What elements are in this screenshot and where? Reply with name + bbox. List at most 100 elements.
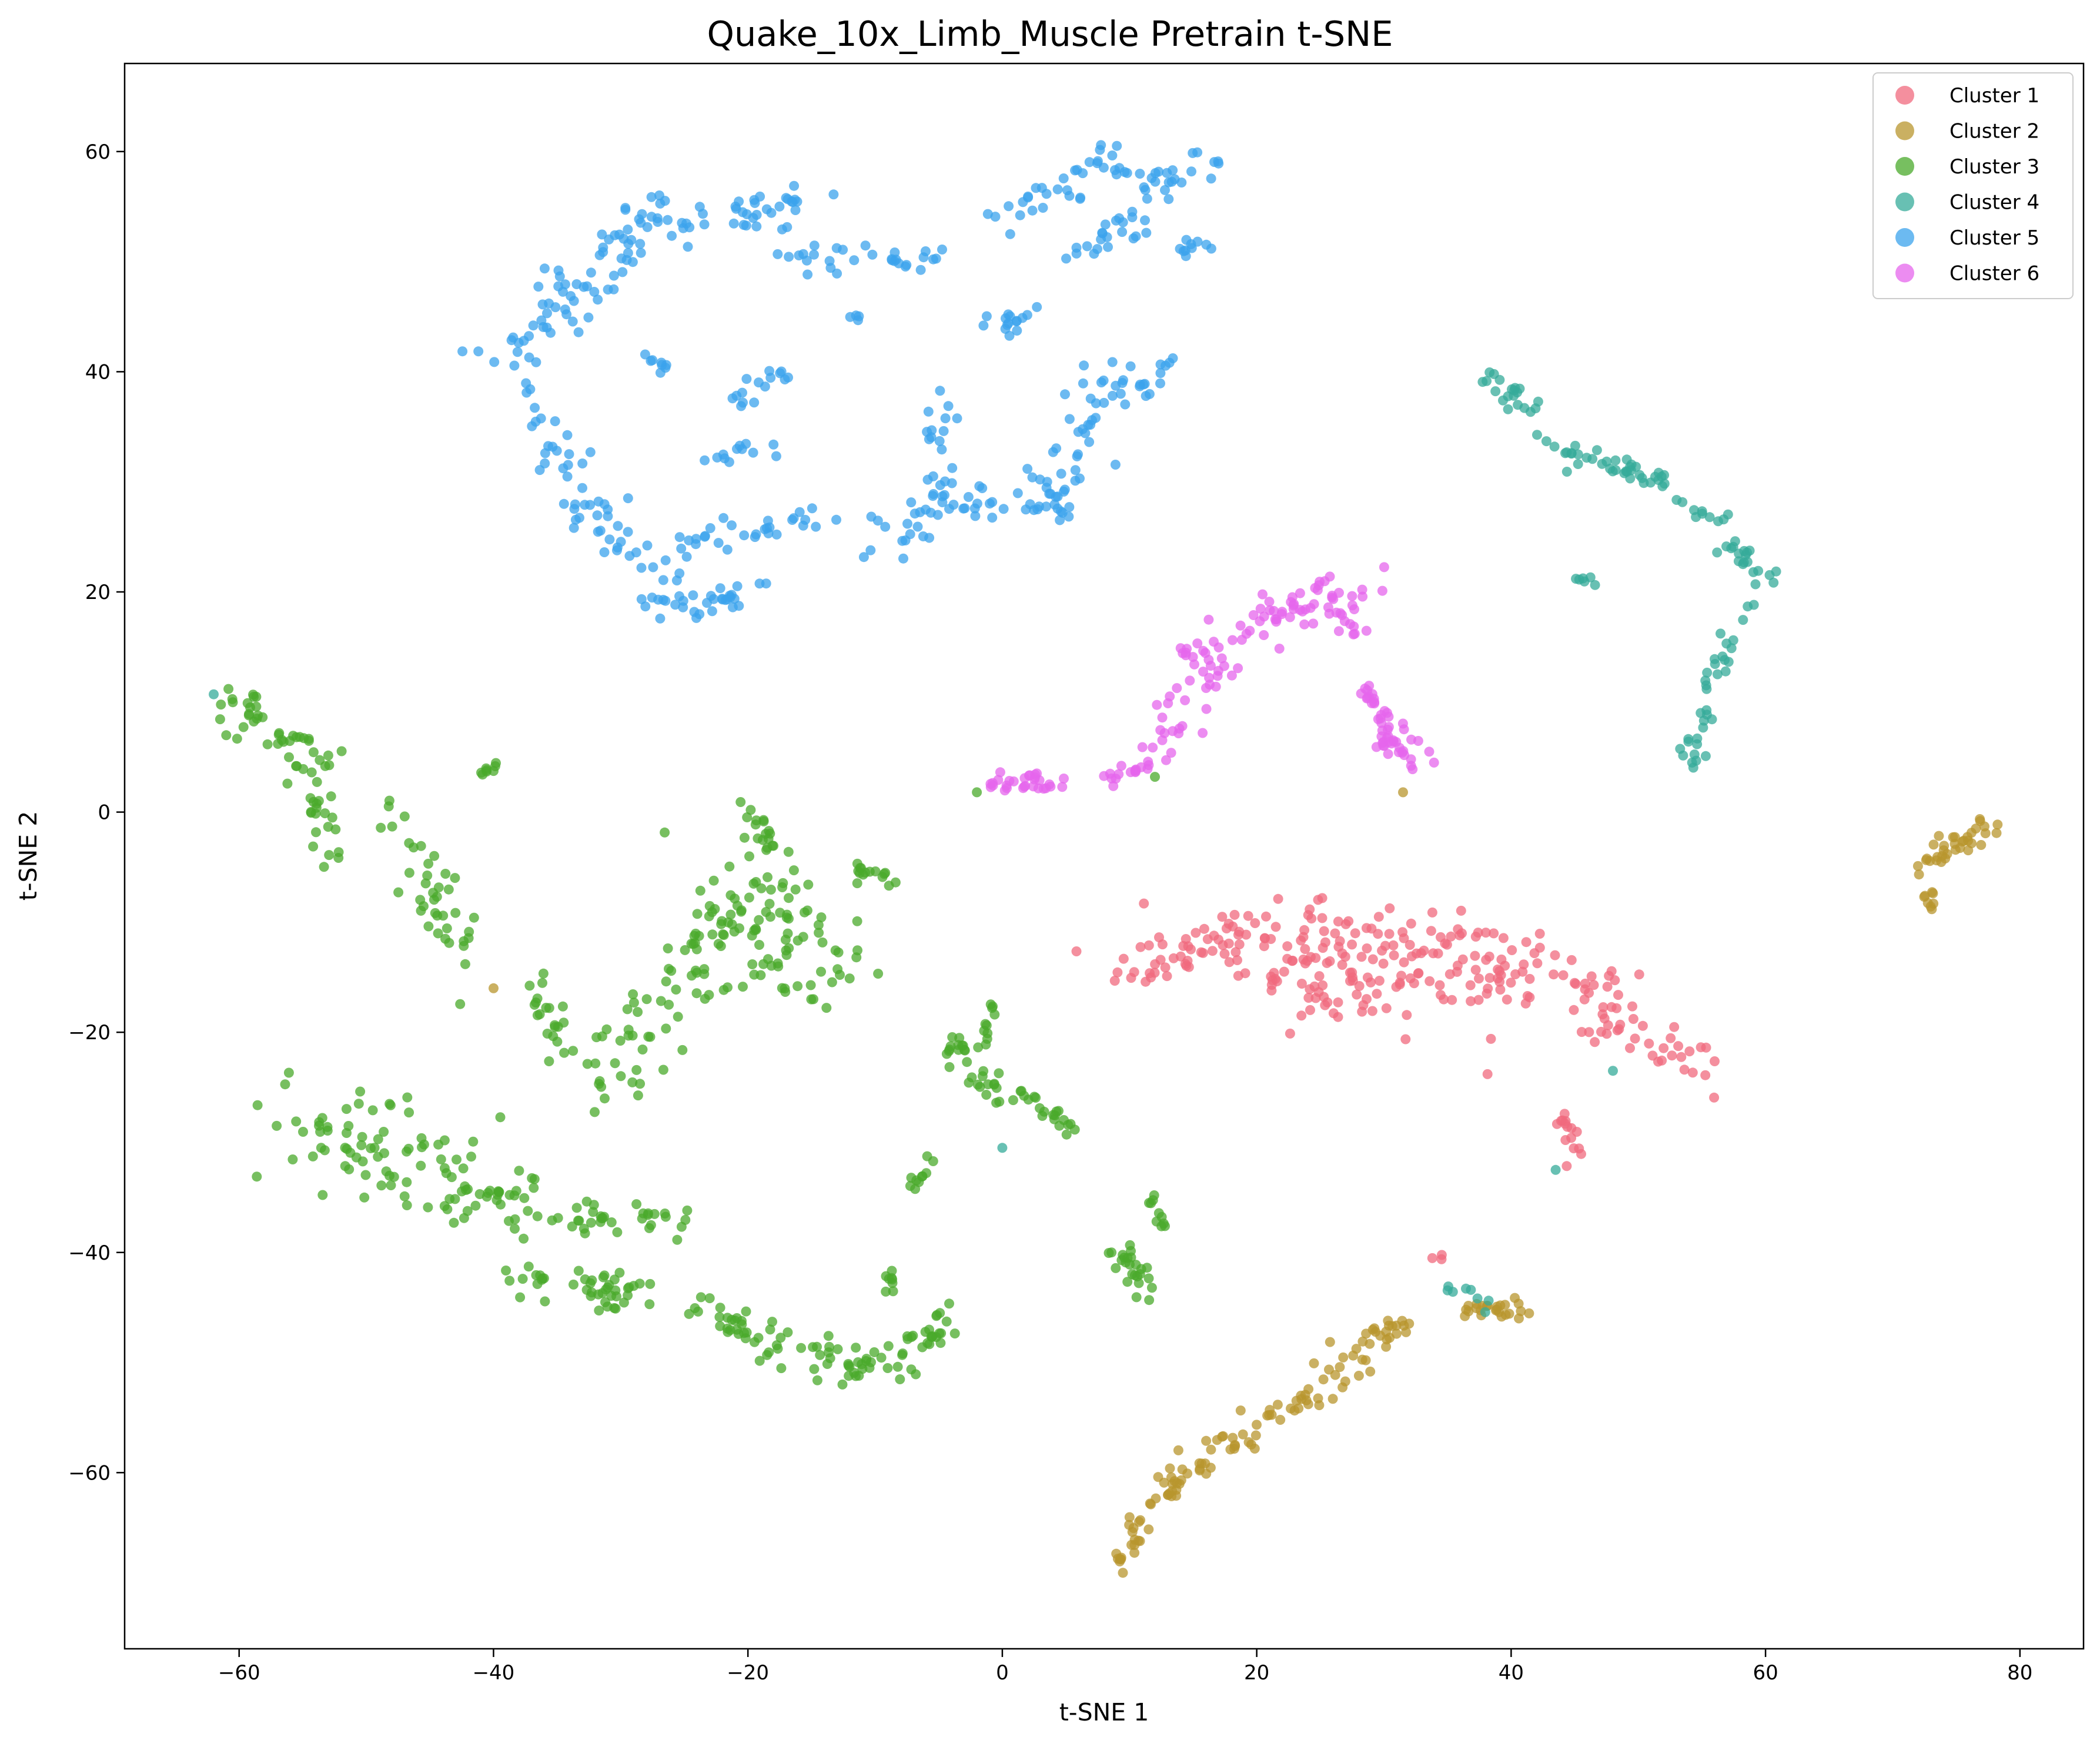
data-point — [705, 591, 716, 601]
data-point — [612, 542, 623, 553]
data-point — [1646, 477, 1656, 488]
data-point — [631, 1199, 642, 1210]
data-point — [1223, 919, 1234, 929]
data-point — [1470, 965, 1481, 975]
data-point — [399, 1191, 410, 1201]
data-point — [765, 373, 776, 383]
data-point — [1700, 751, 1711, 761]
data-point — [1099, 771, 1109, 781]
data-point — [610, 1058, 620, 1069]
data-point — [1143, 756, 1153, 767]
data-point — [1116, 761, 1126, 771]
data-point — [1025, 499, 1035, 510]
data-point — [1398, 787, 1408, 798]
data-point — [1584, 988, 1594, 998]
data-point — [658, 1065, 668, 1075]
data-point — [1131, 1292, 1142, 1303]
data-point — [1118, 217, 1128, 227]
data-point — [476, 768, 486, 778]
data-point — [805, 980, 816, 990]
data-point — [1381, 1341, 1392, 1352]
data-point — [698, 209, 708, 219]
data-point — [741, 374, 752, 384]
data-point — [995, 767, 1005, 778]
data-point — [722, 1313, 733, 1323]
data-point — [695, 885, 705, 896]
data-point — [1442, 1285, 1453, 1296]
data-point — [559, 498, 569, 509]
data-point — [1550, 1164, 1561, 1175]
data-point — [763, 872, 773, 882]
data-point — [692, 909, 703, 919]
data-point — [817, 937, 828, 948]
data-point — [1742, 557, 1753, 567]
data-point — [1129, 1540, 1140, 1550]
data-point — [1198, 667, 1208, 677]
data-point — [1318, 1374, 1329, 1385]
data-point — [774, 201, 785, 212]
data-point — [1129, 967, 1139, 978]
legend-marker-cluster-2 — [1895, 121, 1914, 140]
data-point — [298, 1127, 308, 1137]
x-tick-label: 20 — [1244, 1661, 1269, 1685]
data-point — [713, 939, 724, 949]
data-point — [495, 1112, 506, 1123]
data-point — [517, 1274, 528, 1284]
data-point — [527, 421, 537, 431]
data-point — [725, 1325, 735, 1335]
data-point — [1314, 971, 1325, 982]
data-point — [708, 875, 719, 886]
data-point — [1075, 193, 1085, 204]
data-point — [1483, 1296, 1494, 1306]
data-point — [773, 249, 783, 259]
data-point — [1259, 941, 1269, 952]
data-point — [877, 872, 888, 882]
data-point — [262, 739, 273, 749]
data-point — [788, 197, 798, 207]
data-point — [1103, 1248, 1114, 1258]
data-point — [422, 871, 433, 881]
data-point — [1038, 203, 1048, 213]
legend-label-cluster-4: Cluster 4 — [1949, 191, 2039, 215]
data-point — [1524, 1308, 1534, 1318]
data-point — [1071, 946, 1082, 956]
data-point — [1188, 148, 1198, 158]
data-point — [987, 513, 998, 523]
data-point — [1057, 782, 1068, 792]
data-point — [691, 968, 702, 978]
series-cluster-3 — [215, 684, 1170, 1390]
data-point — [1333, 916, 1343, 927]
data-point — [1460, 1311, 1470, 1321]
data-point — [1004, 201, 1014, 212]
data-point — [1286, 597, 1296, 607]
data-point — [317, 1190, 328, 1200]
data-point — [585, 447, 596, 457]
legend: Cluster 1 Cluster 2 Cluster 3 Cluster 4 Clus… — [1872, 72, 2074, 299]
data-point — [539, 263, 550, 274]
data-point — [519, 1233, 529, 1244]
data-point — [671, 575, 682, 585]
data-point — [763, 515, 773, 526]
data-point — [713, 538, 724, 548]
data-point — [935, 480, 945, 490]
data-point — [1573, 459, 1583, 469]
data-point — [905, 1181, 915, 1191]
data-point — [1146, 173, 1157, 183]
data-point — [1362, 685, 1373, 695]
data-point — [1921, 855, 1931, 865]
data-point — [423, 858, 434, 869]
data-point — [402, 1092, 413, 1103]
data-point — [622, 1004, 633, 1015]
data-point — [1350, 928, 1360, 939]
data-point — [1078, 168, 1088, 179]
data-point — [688, 590, 698, 601]
data-point — [460, 1181, 470, 1191]
data-point — [1035, 1103, 1045, 1113]
data-point — [1666, 1033, 1676, 1043]
data-point — [1491, 1305, 1501, 1315]
data-point — [681, 551, 692, 562]
data-point — [1358, 1000, 1369, 1010]
data-point — [540, 458, 550, 468]
data-point — [1012, 488, 1023, 498]
x-tick-label: 80 — [2007, 1661, 2032, 1685]
